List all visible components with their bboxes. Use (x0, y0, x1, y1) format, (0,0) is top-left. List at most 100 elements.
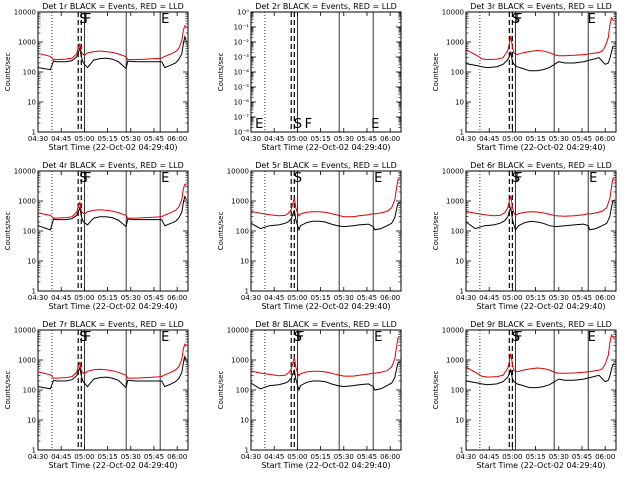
x-tick-label: 05:15 (97, 453, 117, 461)
panel-5r: Det 5r BLACK = Events, RED = LLD 04:30 04:… (217, 161, 402, 311)
y-tick-label: 1000 (18, 357, 36, 365)
y-tick-label: 100 (236, 387, 249, 395)
region-marker-e: E (371, 117, 379, 132)
y-tick-label: 10000 (227, 168, 249, 176)
region-marker-e: E (588, 12, 596, 27)
panel-title: Det 2r BLACK = Events, RED = LLD (255, 2, 397, 11)
x-tick-label: 05:45 (357, 294, 377, 302)
y-tick-label: 1 (32, 288, 36, 296)
x-tick-label: 05:00 (287, 294, 307, 302)
x-tick-label: 06:00 (167, 453, 187, 461)
x-axis-label: Start Time (22-Oct-02 04:29:40) (48, 461, 177, 470)
panel-1r: Det 1r BLACK = Events, RED = LLD 04:30 04:… (4, 2, 189, 152)
x-tick-label: 04:45 (51, 135, 71, 143)
y-tick-label: 1000 (231, 357, 249, 365)
x-tick-label: 04:30 (241, 453, 261, 461)
events-series-line (37, 195, 187, 231)
events-series-line (465, 363, 615, 389)
events-series-line (37, 34, 187, 71)
region-marker-e: E (161, 330, 169, 345)
region-marker-s: S (512, 330, 520, 345)
y-tick-label: 10 (455, 99, 464, 107)
region-marker-s: S (512, 171, 520, 186)
x-tick-label: 06:00 (595, 453, 615, 461)
panel-7r: Det 7r BLACK = Events, RED = LLD 04:30 04:… (4, 320, 189, 470)
y-axis-label: Counts/sec (432, 371, 440, 410)
x-tick-label: 05:30 (549, 453, 569, 461)
x-tick-label: 04:45 (479, 135, 499, 143)
plot-frame (465, 11, 617, 133)
x-tick-label: 05:15 (97, 294, 117, 302)
y-tick-label: 10000 (14, 327, 36, 335)
y-tick-label: 10000 (442, 168, 464, 176)
x-tick-label: 06:00 (167, 294, 187, 302)
panel-4r: Det 4r BLACK = Events, RED = LLD 04:30 04:… (4, 161, 189, 311)
region-marker-s: S (79, 171, 87, 186)
region-marker-s: S (294, 330, 302, 345)
x-tick-label: 04:30 (28, 294, 48, 302)
y-tick-label: 10 (27, 417, 36, 425)
x-tick-label: 05:45 (357, 135, 377, 143)
y-tick-label: 1000 (446, 39, 464, 47)
y-tick-label: 1 (460, 447, 464, 455)
plot-frame (250, 11, 402, 133)
x-tick-label: 05:00 (502, 453, 522, 461)
lld-series-line (37, 25, 187, 61)
y-tick-label: 100 (451, 69, 464, 77)
x-tick-label: 05:45 (357, 453, 377, 461)
panel-title: Det 7r BLACK = Events, RED = LLD (42, 320, 184, 329)
y-tick-label: 1000 (18, 39, 36, 47)
x-axis-label: Start Time (22-Oct-02 04:29:40) (476, 143, 605, 152)
y-tick-label: 10⁻¹ (234, 24, 250, 32)
region-marker-f: F (84, 171, 91, 186)
region-marker-s: S (294, 117, 302, 132)
y-axis-label: Counts/sec (4, 212, 12, 251)
x-tick-label: 05:15 (525, 135, 545, 143)
panel-title: Det 4r BLACK = Events, RED = LLD (42, 161, 184, 170)
y-tick-label: 10000 (227, 327, 249, 335)
y-axis-label: Counts/sec (4, 371, 12, 410)
x-tick-label: 06:00 (595, 135, 615, 143)
lld-series-line (250, 177, 400, 218)
y-axis-label: Counts/sec (4, 53, 12, 92)
panel-title: Det 8r BLACK = Events, RED = LLD (255, 320, 397, 329)
panel-title: Det 5r BLACK = Events, RED = LLD (255, 161, 397, 170)
x-tick-label: 05:15 (310, 294, 330, 302)
panel-2r: Det 2r BLACK = Events, RED = LLD 04:30 04:… (217, 2, 402, 152)
y-tick-label: 100 (236, 228, 249, 236)
x-axis-label: Start Time (22-Oct-02 04:29:40) (48, 143, 177, 152)
y-tick-label: 10 (455, 258, 464, 266)
y-tick-label: 1 (245, 447, 249, 455)
y-tick-label: 10⁻³ (234, 54, 250, 62)
x-tick-label: 04:45 (51, 294, 71, 302)
x-tick-label: 04:45 (479, 294, 499, 302)
lld-series-line (465, 177, 615, 217)
y-tick-label: 10⁻⁶ (234, 99, 250, 107)
y-tick-label: 10 (27, 99, 36, 107)
x-tick-label: 05:30 (334, 453, 354, 461)
x-tick-label: 05:00 (74, 294, 94, 302)
y-tick-label: 10000 (14, 168, 36, 176)
events-series-line (250, 202, 400, 232)
y-tick-label: 10⁻⁸ (234, 129, 250, 137)
y-tick-label: 10 (240, 417, 249, 425)
panel-title: Det 3r BLACK = Events, RED = LLD (470, 2, 612, 11)
x-tick-label: 06:00 (380, 135, 400, 143)
x-tick-label: 05:45 (572, 453, 592, 461)
x-tick-label: 06:00 (167, 135, 187, 143)
x-tick-label: 05:45 (144, 294, 164, 302)
y-tick-label: 1000 (231, 198, 249, 206)
y-tick-label: 100 (23, 387, 36, 395)
panel-title: Det 6r BLACK = Events, RED = LLD (470, 161, 612, 170)
x-tick-label: 05:30 (334, 135, 354, 143)
region-marker-e: E (255, 117, 263, 132)
panel-title: Det 1r BLACK = Events, RED = LLD (42, 2, 184, 11)
y-tick-label: 100 (451, 228, 464, 236)
region-marker-s: S (512, 12, 520, 27)
x-axis-label: Start Time (22-Oct-02 04:29:40) (261, 461, 390, 470)
x-tick-label: 05:30 (121, 135, 141, 143)
y-tick-label: 10⁻⁴ (234, 69, 250, 77)
y-axis-label: Counts/sec (217, 212, 225, 251)
x-tick-label: 05:45 (572, 294, 592, 302)
